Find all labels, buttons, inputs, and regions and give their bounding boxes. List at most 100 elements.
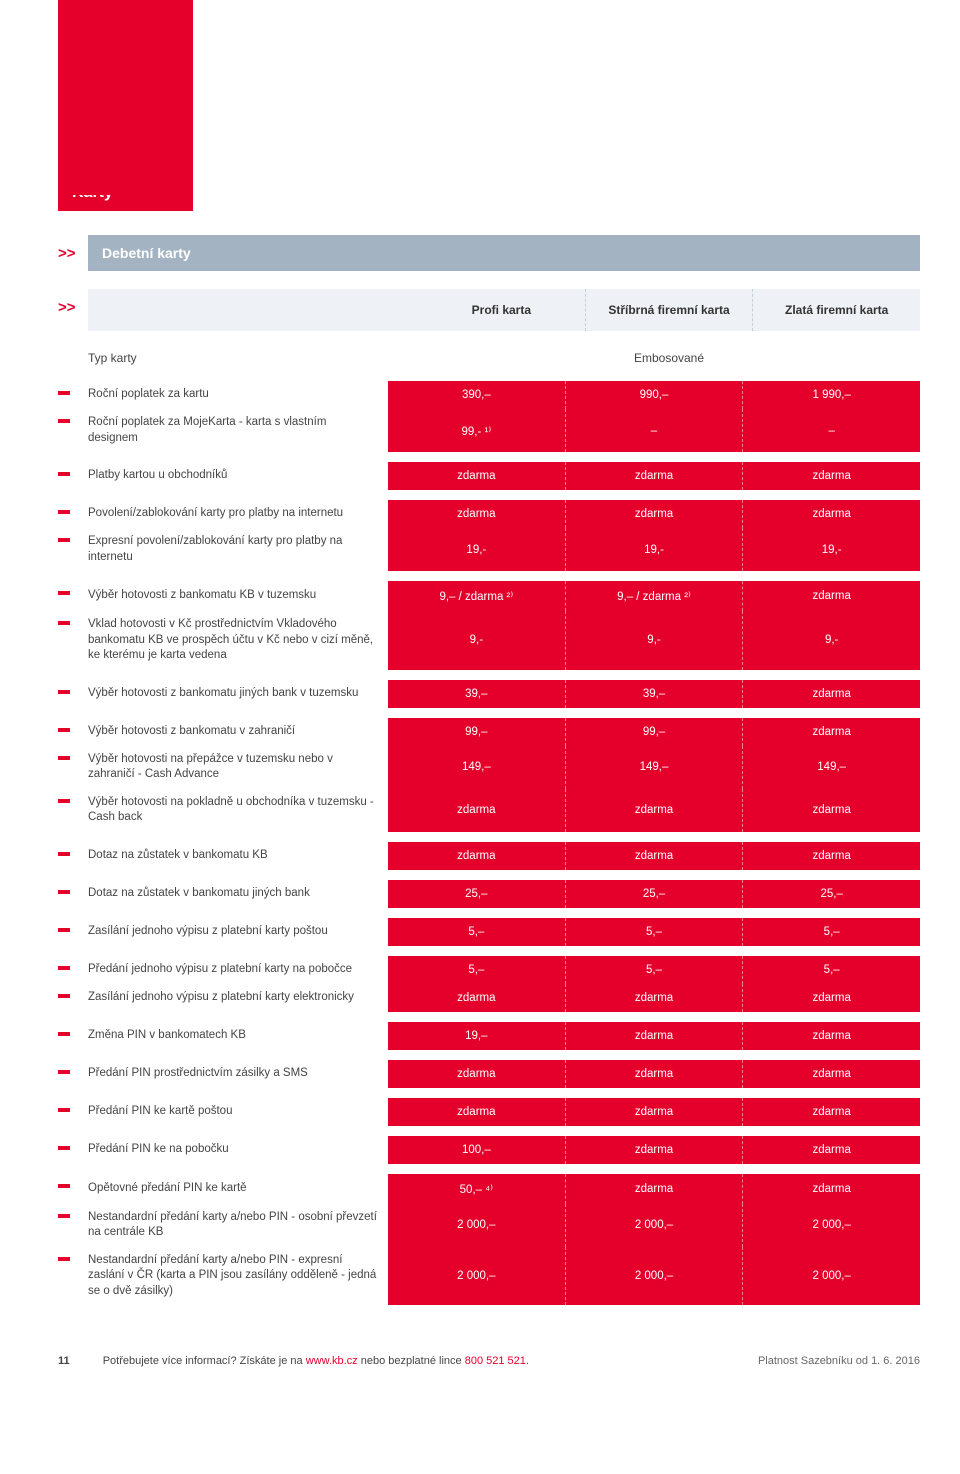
footer-info-prefix: Potřebujete více informací? Získáte je n…: [103, 1355, 306, 1367]
fee-row: Předání jednoho výpisu z platební karty …: [58, 956, 920, 984]
row-marker-icon: [58, 984, 88, 1012]
fee-row: Změna PIN v bankomatech KB19,–zdarmazdar…: [58, 1022, 920, 1050]
fee-value: 9,– / zdarma ²⁾: [565, 581, 743, 611]
card-type-value: Embosované: [418, 345, 920, 371]
fee-value: 9,-: [742, 611, 920, 670]
fee-value: zdarma: [388, 462, 565, 490]
fee-value: –: [742, 409, 920, 452]
fee-values: 9,-9,-9,-: [388, 611, 920, 670]
fee-values: 149,–149,–149,–: [388, 746, 920, 789]
fee-value: 990,–: [565, 381, 743, 409]
fee-label: Výběr hotovosti z bankomatu v zahraničí: [88, 718, 388, 746]
fee-row: Povolení/zablokování karty pro platby na…: [58, 500, 920, 528]
fee-value: zdarma: [388, 1098, 565, 1126]
fee-value: zdarma: [742, 984, 920, 1012]
fee-values: 100,–zdarmazdarma: [388, 1136, 920, 1164]
row-marker-icon: [58, 611, 88, 670]
fee-label: Změna PIN v bankomatech KB: [88, 1022, 388, 1050]
fee-values: 99,- ¹⁾––: [388, 409, 920, 452]
footer-left: 11 Potřebujete více informací? Získáte j…: [58, 1355, 529, 1367]
footer-phone[interactable]: 800 521 521: [465, 1355, 526, 1367]
row-marker-icon: [58, 581, 88, 611]
fee-values: zdarmazdarmazdarma: [388, 1060, 920, 1088]
fee-value: 2 000,–: [565, 1247, 743, 1306]
fee-value: zdarma: [388, 789, 565, 832]
fee-value: 99,- ¹⁾: [388, 409, 565, 452]
page-footer: 11 Potřebujete více informací? Získáte j…: [0, 1355, 960, 1387]
fee-row: Dotaz na zůstatek v bankomatu jiných ban…: [58, 880, 920, 908]
fee-group: Výběr hotovosti z bankomatu KB v tuzemsk…: [58, 581, 920, 670]
fee-value: 2 000,–: [742, 1204, 920, 1247]
fee-value: 19,–: [388, 1022, 565, 1050]
fee-group: Předání PIN ke kartě poštouzdarmazdarmaz…: [58, 1098, 920, 1126]
fee-row: Expresní povolení/zablokování karty pro …: [58, 528, 920, 571]
fee-label: Nestandardní předání karty a/nebo PIN - …: [88, 1247, 388, 1306]
footer-link[interactable]: www.kb.cz: [306, 1355, 358, 1367]
fee-value: zdarma: [388, 842, 565, 870]
fee-values: 2 000,–2 000,–2 000,–: [388, 1247, 920, 1306]
row-marker-icon: [58, 880, 88, 908]
chevron-icon: >>: [58, 235, 88, 271]
fee-row: Výběr hotovosti z bankomatu v zahraničí9…: [58, 718, 920, 746]
fee-values: zdarmazdarmazdarma: [388, 842, 920, 870]
fee-value: 2 000,–: [565, 1204, 743, 1247]
fee-values: 99,–99,–zdarma: [388, 718, 920, 746]
fee-value: 2 000,–: [742, 1247, 920, 1306]
fee-value: zdarma: [565, 984, 743, 1012]
fee-values: 50,– ⁴⁾zdarmazdarma: [388, 1174, 920, 1204]
fee-values: zdarmazdarmazdarma: [388, 984, 920, 1012]
column-header-row: >> Profi karta Stříbrná firemní karta Zl…: [58, 289, 920, 331]
fee-group: Předání jednoho výpisu z platební karty …: [58, 956, 920, 1012]
fee-values: 9,– / zdarma ²⁾9,– / zdarma ²⁾zdarma: [388, 581, 920, 611]
fee-value: zdarma: [742, 789, 920, 832]
row-marker-icon: [58, 1247, 88, 1306]
page-number: 11: [58, 1355, 70, 1367]
fee-label: Výběr hotovosti na přepážce v tuzemsku n…: [88, 746, 388, 789]
footer-info-suffix: .: [526, 1355, 529, 1367]
fee-value: zdarma: [742, 718, 920, 746]
column-header: Stříbrná firemní karta: [585, 289, 753, 331]
card-type-label: Typ karty: [88, 345, 418, 371]
fee-value: zdarma: [565, 1136, 743, 1164]
subsection-title: Debetní karty: [88, 235, 920, 271]
row-marker-icon: [58, 1136, 88, 1164]
fee-row: Zasílání jednoho výpisu z platební karty…: [58, 984, 920, 1012]
fee-label: Zasílání jednoho výpisu z platební karty…: [88, 984, 388, 1012]
fee-value: 390,–: [388, 381, 565, 409]
fee-values: zdarmazdarmazdarma: [388, 789, 920, 832]
fee-value: 99,–: [565, 718, 743, 746]
fee-values: 39,–39,–zdarma: [388, 680, 920, 708]
fee-value: zdarma: [742, 1174, 920, 1204]
fee-value: 5,–: [388, 918, 565, 946]
fee-value: zdarma: [565, 789, 743, 832]
fee-value: 50,– ⁴⁾: [388, 1174, 565, 1204]
fee-group: Zasílání jednoho výpisu z platební karty…: [58, 918, 920, 946]
fee-value: 19,-: [388, 528, 565, 571]
fee-label: Vklad hotovosti v Kč prostřednictvím Vkl…: [88, 611, 388, 670]
fee-label: Roční poplatek za kartu: [88, 381, 388, 409]
fee-label: Zasílání jednoho výpisu z platební karty…: [88, 918, 388, 946]
fee-label: Nestandardní předání karty a/nebo PIN - …: [88, 1204, 388, 1247]
row-marker-icon: [58, 381, 88, 409]
fee-value: zdarma: [565, 842, 743, 870]
fee-value: 19,-: [742, 528, 920, 571]
fee-value: 5,–: [742, 956, 920, 984]
row-marker-icon: [58, 789, 88, 832]
fee-group: Platby kartou u obchodníkůzdarmazdarmazd…: [58, 462, 920, 490]
fee-value: 5,–: [565, 918, 743, 946]
fee-row: Zasílání jednoho výpisu z platební karty…: [58, 918, 920, 946]
fee-group: Změna PIN v bankomatech KB19,–zdarmazdar…: [58, 1022, 920, 1050]
fee-group: Dotaz na zůstatek v bankomatu KBzdarmazd…: [58, 842, 920, 870]
fee-row: Roční poplatek za kartu390,–990,–1 990,–: [58, 381, 920, 409]
fee-value: 25,–: [742, 880, 920, 908]
fee-table: Roční poplatek za kartu390,–990,–1 990,–…: [58, 381, 920, 1305]
fee-group: Předání PIN prostřednictvím zásilky a SM…: [58, 1060, 920, 1088]
fee-row: Nestandardní předání karty a/nebo PIN - …: [58, 1247, 920, 1306]
row-marker-icon: [58, 746, 88, 789]
row-marker-icon: [58, 500, 88, 528]
fee-value: zdarma: [565, 500, 743, 528]
fee-value: 149,–: [388, 746, 565, 789]
column-header: Profi karta: [418, 289, 585, 331]
row-marker-icon: [58, 1174, 88, 1204]
card-type-row: Typ karty Embosované: [58, 345, 920, 371]
